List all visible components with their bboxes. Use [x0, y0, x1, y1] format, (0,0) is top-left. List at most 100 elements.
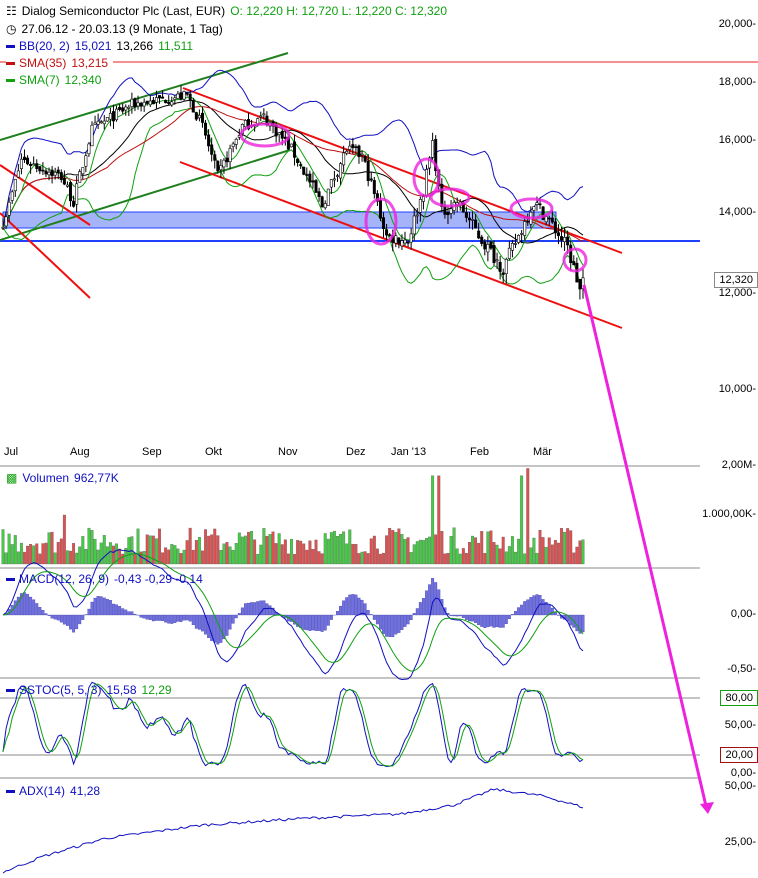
candle-body — [544, 216, 548, 223]
volume-bar — [455, 548, 459, 565]
candle-body — [13, 179, 17, 192]
volume-bar — [84, 549, 88, 565]
macd-histogram-bar — [222, 614, 226, 640]
y-tick: 20,000- — [718, 18, 756, 30]
adx-label: ADX(14) — [19, 784, 66, 798]
volume-bar — [489, 530, 493, 565]
candle-body — [78, 171, 82, 183]
macd-histogram-bar — [65, 614, 69, 626]
candle-body — [434, 139, 438, 172]
candle-body — [56, 169, 60, 174]
volume-bar — [498, 548, 502, 565]
legend-volume[interactable]: ▩ Volumen 962,77K — [6, 471, 124, 485]
volume-bar — [127, 537, 131, 565]
candle-body — [431, 140, 435, 158]
volume-bar — [363, 551, 367, 565]
highlight-scribble — [562, 247, 588, 273]
legend-bb[interactable]: BB(20, 2) 15,021 13,266 11,511 — [6, 39, 198, 53]
candle-body — [513, 243, 517, 245]
volume-bar — [354, 543, 358, 565]
candle-body — [93, 122, 97, 125]
volume-bar — [385, 535, 389, 565]
macd-histogram-bar — [529, 597, 533, 616]
candle-body — [329, 179, 333, 188]
candle-body — [191, 99, 195, 113]
volume-bar — [415, 541, 419, 565]
volume-bar — [556, 542, 560, 565]
volume-bar — [326, 538, 330, 565]
macd-histogram-bar — [216, 614, 220, 645]
candle-body — [486, 244, 490, 253]
volume-bar — [581, 539, 585, 565]
candle-body — [277, 132, 281, 135]
volume-bar — [382, 552, 385, 565]
chart-icon: ☷ — [6, 4, 17, 18]
volume-bar — [115, 543, 118, 565]
volume-bar — [526, 468, 530, 565]
candle-body — [471, 219, 475, 221]
volume-bar — [329, 532, 333, 565]
legend-title: ☷ Dialog Semiconductor Plc (Last, EUR) O: … — [6, 4, 452, 18]
volume-tick: 2,00M- — [721, 459, 756, 471]
volume-bar — [388, 527, 392, 565]
volume-bar — [553, 540, 557, 565]
legend-sma35[interactable]: SMA(35) 13,215 — [6, 56, 114, 70]
volume-bar — [139, 551, 143, 565]
candle-body — [397, 237, 401, 244]
volume-bar — [72, 543, 76, 565]
legend-macd[interactable]: MACD(12, 26, 9) -0,43 -0,29 -0,14 — [6, 572, 208, 586]
volume-bar — [154, 538, 158, 565]
volume-bar — [471, 535, 474, 565]
macd-histogram-bar — [29, 596, 33, 616]
candle-body — [259, 115, 263, 118]
volume-bar — [26, 545, 30, 565]
legend-adx[interactable]: ADX(14) 41,28 — [6, 784, 105, 798]
macd-histogram-bar — [550, 607, 554, 616]
macd-histogram-bar — [336, 611, 339, 616]
macd-histogram-bar — [130, 611, 134, 616]
candle-body — [69, 182, 73, 202]
candle-body — [311, 180, 315, 183]
volume-bar — [308, 540, 312, 565]
candle-body — [179, 92, 183, 100]
candle-body — [4, 216, 8, 227]
macd-histogram-bar — [53, 614, 57, 620]
legend-sma7[interactable]: SMA(7) 12,340 — [6, 73, 106, 87]
macd-histogram-bar — [305, 614, 309, 631]
volume-bar — [207, 535, 211, 565]
volume-bar — [299, 540, 303, 565]
candle-body — [421, 196, 425, 202]
bb-upper-line — [2, 69, 584, 228]
macd-signal-line — [2, 553, 584, 672]
candle-body — [10, 191, 14, 201]
candle-body — [38, 166, 42, 172]
candle-body — [121, 107, 125, 112]
macd-histogram-bar — [354, 594, 358, 616]
macd-histogram-bar — [188, 614, 192, 622]
macd-histogram-bar — [449, 614, 453, 616]
macd-histogram-bar — [93, 597, 97, 616]
candle-body — [216, 160, 220, 172]
volume-bar — [517, 538, 521, 565]
volume-bar — [440, 531, 444, 565]
volume-bar — [93, 538, 97, 565]
macd-histogram-bar — [225, 614, 229, 636]
x-tick: Nov — [278, 446, 298, 458]
volume-bar — [62, 514, 66, 565]
candle-body — [492, 245, 496, 264]
macd-histogram-bar — [231, 614, 235, 624]
candle-body — [105, 117, 109, 122]
macd-histogram-bar — [421, 598, 425, 616]
volume-bar — [41, 543, 45, 565]
candle-body — [222, 159, 226, 168]
volume-bar — [201, 550, 204, 565]
candle-body — [480, 236, 484, 244]
volume-bar — [495, 544, 499, 565]
volume-bar — [520, 475, 524, 565]
legend-sstoc[interactable]: SSTOC(5, 5, 3) 15,58 12,29 — [6, 683, 177, 697]
macd-line — [2, 549, 584, 681]
volume-bar — [240, 536, 244, 565]
macd-histogram-bar — [234, 614, 238, 619]
volume-bar — [464, 552, 468, 565]
macd-histogram-bar — [474, 614, 478, 623]
